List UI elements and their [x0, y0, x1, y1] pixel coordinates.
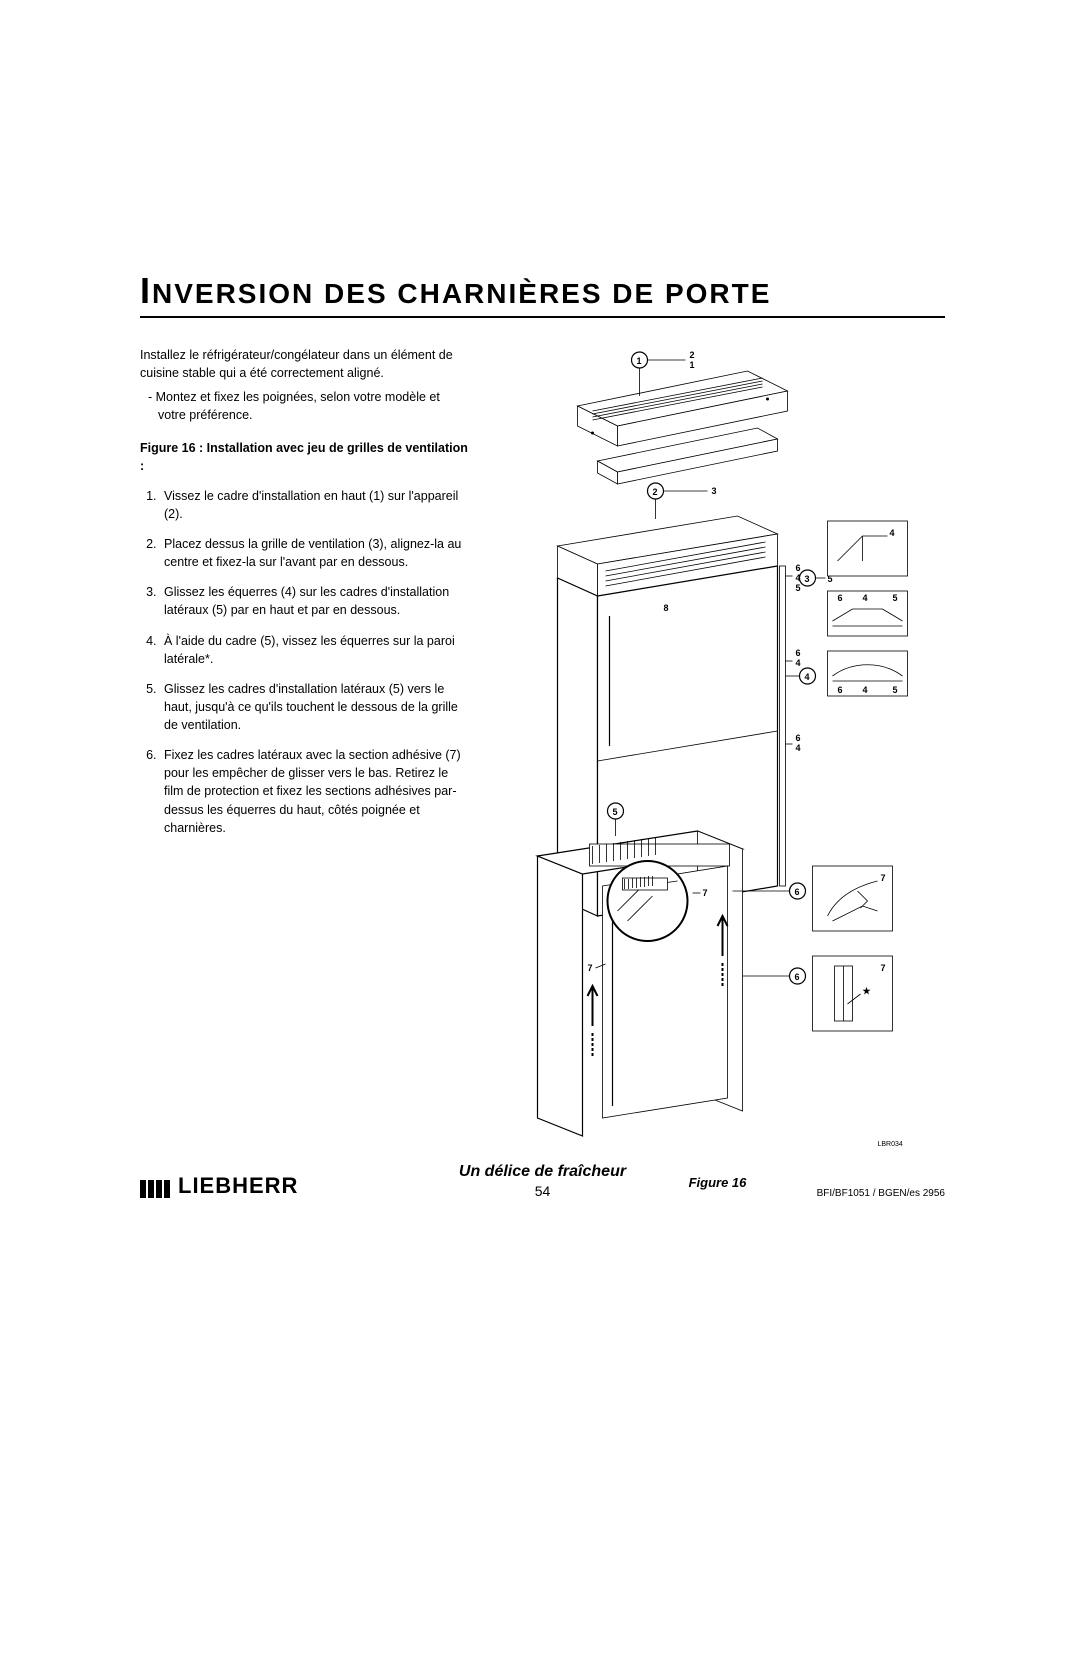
small-label: 4 — [796, 658, 801, 668]
small-label: 5 — [893, 593, 898, 603]
slogan-text: Un délice de fraîcheur — [140, 1163, 945, 1181]
step-item: À l'aide du cadre (5), vissez les équerr… — [160, 632, 470, 668]
small-label: 7 — [588, 963, 593, 973]
callout-label: 2 — [653, 487, 658, 497]
small-label: 6 — [796, 563, 801, 573]
small-label: 3 — [712, 486, 717, 496]
step-item: Placez dessus la grille de ventilation (… — [160, 535, 470, 571]
small-label: 6 — [838, 593, 843, 603]
svg-text:★: ★ — [863, 986, 872, 996]
small-label: 4 — [863, 685, 868, 695]
callout-label: 1 — [637, 356, 642, 366]
small-label: 7 — [881, 963, 886, 973]
small-label: 8 — [664, 603, 669, 613]
page-title: INVERSION DES CHARNIÈRES DE PORTE — [140, 270, 945, 318]
small-label: 1 — [690, 360, 695, 370]
intro-text: Installez le réfrigérateur/congélateur d… — [140, 346, 470, 382]
page-footer: Un délice de fraîcheur 54 BFI/BF1051 / B… — [140, 1163, 945, 1199]
steps-list: Vissez le cadre d'installation en haut (… — [140, 487, 470, 837]
small-label: 7 — [703, 888, 708, 898]
step-item: Glissez les cadres d'installation latéra… — [160, 680, 470, 734]
title-rest: NVERSION DES CHARNIÈRES DE PORTE — [152, 278, 771, 309]
small-label: 5 — [893, 685, 898, 695]
step-item: Fixez les cadres latéraux avec la sectio… — [160, 746, 470, 837]
small-label: 4 — [863, 593, 868, 603]
figure-caption-heading: Figure 16 : Installation avec jeu de gri… — [140, 439, 470, 475]
small-label: 5 — [796, 583, 801, 593]
callout-label: 4 — [805, 672, 810, 682]
text-column: Installez le réfrigérateur/congélateur d… — [140, 346, 470, 1190]
small-label: 6 — [796, 733, 801, 743]
installation-diagram: 1 2 1 2 3 — [490, 346, 945, 1166]
callout-label: 5 — [613, 807, 618, 817]
step-item: Glissez les équerres (4) sur les cadres … — [160, 583, 470, 619]
diagram-code: LBR034 — [878, 1141, 903, 1148]
bullet-text: - Montez et fixez les poignées, selon vo… — [140, 388, 470, 424]
title-initial: I — [140, 270, 152, 311]
small-label: 7 — [881, 873, 886, 883]
callout-label: 6 — [795, 972, 800, 982]
diagram-column: 1 2 1 2 3 — [490, 346, 945, 1190]
small-label: 4 — [796, 743, 801, 753]
small-label: 2 — [690, 350, 695, 360]
callout-label: 6 — [795, 887, 800, 897]
small-label: 4 — [890, 528, 895, 538]
callout-label: 3 — [805, 574, 810, 584]
model-code: BFI/BF1051 / BGEN/es 2956 — [817, 1188, 945, 1199]
small-label: 6 — [796, 648, 801, 658]
small-label: 6 — [838, 685, 843, 695]
step-item: Vissez le cadre d'installation en haut (… — [160, 487, 470, 523]
